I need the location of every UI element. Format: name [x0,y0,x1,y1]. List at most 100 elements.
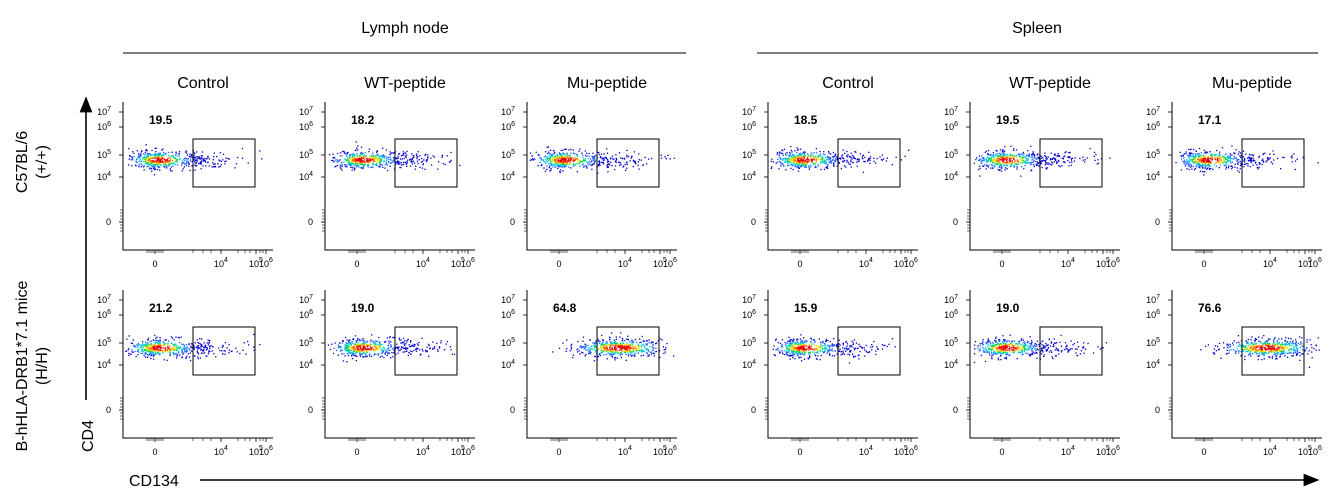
event-dot [1230,165,1232,167]
event-dot [159,163,161,165]
event-dot [804,166,806,169]
event-dot [1001,167,1003,169]
event-dot [327,344,330,346]
event-dot [1202,161,1204,163]
event-dot [561,157,564,159]
event-dot [587,162,589,164]
event-dot [618,349,621,351]
event-dot [977,159,980,162]
event-dot [1014,162,1016,165]
event-dot [359,353,361,355]
event-dot [531,155,533,157]
event-dot [187,353,190,355]
event-dot [1023,153,1025,155]
event-dot [213,163,215,165]
event-dot [803,156,805,158]
event-dot [189,359,192,362]
event-dot [1005,157,1008,159]
event-dot [1190,165,1193,167]
event-dot [1221,161,1223,164]
event-dot [379,344,381,347]
event-dot [891,164,893,166]
event-dot [1220,157,1222,160]
event-dot [800,152,802,154]
event-dot [998,155,1000,157]
event-dot [640,346,642,348]
event-dot [606,358,608,360]
event-dot [151,160,154,162]
event-dot [165,165,168,167]
event-dot [846,159,848,161]
event-dot [147,356,149,358]
event-dot [1242,160,1244,162]
event-dot [371,334,373,336]
event-dot [370,159,372,161]
y-tick-label: 107 [97,294,111,305]
event-dot [378,162,380,164]
event-dot [557,167,559,170]
event-dot [387,352,389,354]
event-dot [600,161,602,164]
event-dot [158,352,160,354]
event-dot [1008,162,1010,164]
event-dot [565,165,567,167]
event-dot [150,160,152,162]
event-dot [822,159,824,162]
y-tick-label: 106 [299,121,313,132]
event-dot [163,165,165,167]
event-dot [185,164,187,166]
event-dot [868,158,870,160]
event-dot [404,162,406,164]
event-dot [172,161,174,163]
event-dot [1272,159,1275,161]
event-dot [565,160,567,162]
event-dot [1180,158,1183,160]
event-dot [1198,159,1200,161]
event-dot [432,347,434,350]
event-dot [400,166,402,169]
event-dot [336,159,338,161]
event-dot [427,157,429,159]
event-dot [139,155,142,157]
event-dot [203,342,205,344]
event-dot [653,355,655,357]
event-dot [1276,157,1279,160]
event-dot [1239,165,1242,167]
event-dot [851,158,853,160]
event-dot [350,164,353,166]
event-dot [363,166,365,168]
event-dot [633,349,635,351]
event-dot [810,155,812,157]
event-dot [623,351,626,353]
event-dot [831,155,834,158]
event-dot [163,342,165,344]
event-dot [149,344,152,346]
event-dot [1062,161,1065,163]
event-dot [1252,158,1255,160]
event-dot [217,347,220,349]
event-dot [1290,156,1293,158]
event-dot [551,163,553,165]
event-dot [1210,167,1212,170]
event-dot [1016,168,1018,170]
event-dot [594,159,597,161]
event-dot [580,347,583,349]
event-dot [581,152,583,154]
event-dot [366,159,368,161]
event-dot [1187,162,1189,164]
event-dot [790,155,792,157]
event-dot [368,348,370,350]
event-dot [164,349,167,351]
event-dot [808,154,810,157]
event-dot [1045,162,1047,164]
event-dot [158,166,160,168]
event-dot [576,153,578,156]
panel-axes [1171,102,1322,251]
event-dot [387,345,389,347]
event-dot [353,343,356,345]
event-dot [353,350,356,352]
event-dot [1096,163,1098,165]
y-tick-label: 105 [944,149,958,160]
event-dot [601,343,603,345]
event-dot [589,351,591,353]
